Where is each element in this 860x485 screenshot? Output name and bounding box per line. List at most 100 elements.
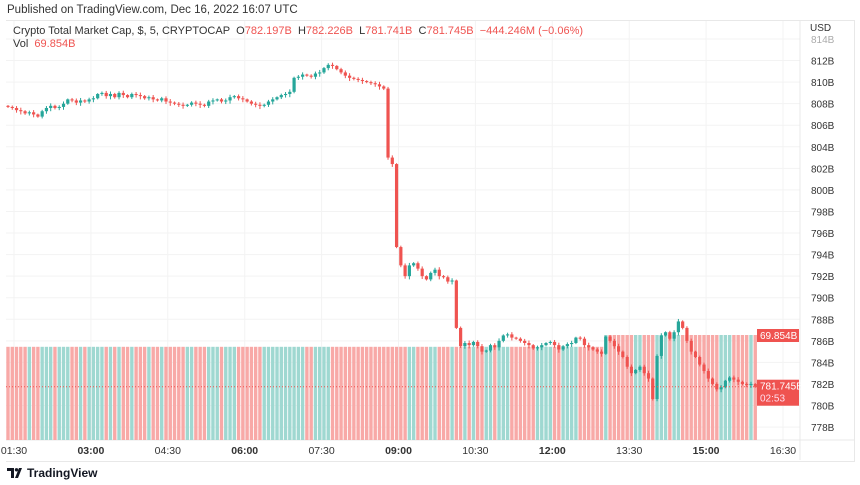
candle-body	[134, 93, 138, 96]
volume-bar	[134, 346, 138, 440]
volume-bar	[172, 346, 177, 440]
volume-bar	[591, 346, 595, 440]
candle-body	[403, 265, 407, 277]
volume-bar	[100, 346, 104, 440]
volume-bar	[181, 346, 185, 440]
volume-bar	[87, 346, 91, 440]
volume-bar	[236, 346, 241, 440]
volume-bar	[612, 335, 617, 440]
candle-body	[693, 351, 698, 358]
volume-bar	[732, 335, 736, 440]
candle-body	[399, 247, 403, 266]
candle-body	[83, 100, 87, 102]
candle-body	[745, 383, 749, 386]
volume-bar	[416, 346, 420, 440]
last-price-badge	[757, 379, 799, 406]
y-tick-label: 790B	[811, 294, 835, 305]
candle-body	[467, 342, 471, 346]
candle-body	[424, 276, 429, 280]
volume-bar	[501, 346, 506, 440]
currency-label: USD	[810, 23, 831, 34]
candle-body	[377, 84, 382, 87]
volume-bar	[19, 346, 23, 440]
candle-body	[36, 114, 40, 117]
volume-bar	[599, 346, 604, 440]
y-tick-label: 802B	[811, 164, 835, 175]
volume-bar	[569, 346, 574, 440]
candle-body	[459, 327, 463, 347]
volume-value: 69.854B	[34, 38, 76, 50]
candle-body	[561, 346, 565, 350]
volume-bar	[66, 346, 70, 440]
candle-body	[194, 102, 198, 104]
volume-bar	[621, 335, 625, 440]
volume-bar	[83, 346, 87, 440]
candle-body	[138, 95, 142, 97]
volume-bar	[177, 346, 181, 440]
candle-body	[369, 82, 373, 84]
ohlc-legend: Crypto Total Market Cap, $, 5, CRYPTOCAP…	[13, 25, 583, 37]
candle-body	[736, 379, 740, 382]
candle-body	[23, 111, 27, 114]
low-value: 781.741B	[365, 25, 413, 37]
y-tick-label: 806B	[811, 121, 835, 132]
volume-bar	[616, 335, 621, 440]
volume-bar	[702, 335, 706, 440]
volume-bar	[266, 346, 271, 440]
symbol-title[interactable]: Crypto Total Market Cap, $, 5, CRYPTOCAP	[13, 25, 231, 37]
volume-bar	[548, 346, 552, 440]
candle-body	[663, 332, 668, 336]
y-tick-label: 798B	[811, 207, 835, 218]
candle-body	[32, 112, 36, 115]
candle-body	[493, 345, 497, 348]
candle-body	[604, 336, 608, 354]
candle-body	[450, 280, 454, 282]
candle-body	[634, 369, 638, 374]
volume-bar	[527, 346, 531, 440]
volume-bar	[399, 346, 403, 440]
candle-body	[335, 65, 339, 70]
candle-body	[283, 93, 288, 96]
volume-bar	[480, 346, 484, 440]
volume-bar	[403, 346, 407, 440]
y-tick-label: 804B	[811, 143, 835, 154]
volume-bar	[390, 346, 394, 440]
volume-bar	[471, 346, 476, 440]
volume-bar	[689, 335, 693, 440]
candle-body	[753, 383, 757, 387]
volume-bar	[693, 335, 698, 440]
candle-body	[262, 104, 266, 106]
tradingview-logo[interactable]: TradingView	[7, 466, 97, 480]
candle-body	[535, 347, 540, 349]
candle-body	[318, 72, 322, 74]
volume-bar	[215, 346, 219, 440]
candle-body	[394, 164, 399, 248]
volume-bar	[189, 346, 194, 440]
y-tick-label: 792B	[811, 272, 835, 283]
volume-bar	[595, 346, 599, 440]
candle-body	[292, 77, 296, 92]
y-tick-label: 782B	[811, 380, 835, 391]
volume-bar	[698, 335, 702, 440]
candle-body	[574, 337, 578, 343]
chart-frame	[6, 20, 855, 462]
candle-body	[198, 103, 202, 105]
candle-body	[343, 72, 347, 76]
candle-body	[348, 75, 352, 78]
volume-bar	[377, 346, 382, 440]
volume-bar	[130, 346, 134, 440]
candle-body	[552, 341, 557, 346]
volume-bar	[437, 346, 441, 440]
candle-body	[476, 341, 480, 347]
close-label: C	[418, 25, 427, 37]
candle-body	[190, 102, 194, 105]
volume-bar	[685, 335, 689, 440]
y-tick-label: 814B	[811, 35, 835, 46]
volume-bar	[488, 346, 493, 440]
candle-body	[608, 336, 612, 341]
candle-body	[531, 345, 535, 349]
volume-bar	[663, 335, 668, 440]
volume-bar	[262, 346, 266, 440]
logo-text: TradingView	[27, 466, 98, 480]
